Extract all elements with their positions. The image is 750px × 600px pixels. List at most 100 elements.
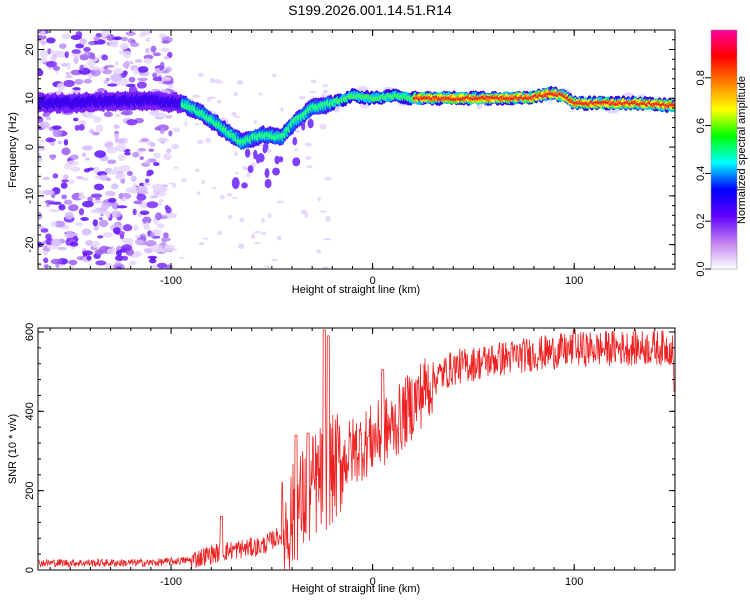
noise-blob (132, 208, 137, 216)
faint-blob (196, 139, 204, 145)
noise-blob (162, 232, 169, 238)
noise-blob (81, 145, 93, 151)
noise-blob (61, 62, 68, 67)
noise-blob (39, 57, 48, 63)
noise-blob (95, 260, 107, 266)
faint-blob (242, 166, 248, 171)
noise-blob (92, 199, 103, 204)
faint-blob (178, 256, 186, 259)
faint-blob (325, 215, 331, 222)
ridge-drip (264, 168, 270, 179)
noise-blob (144, 178, 150, 183)
faint-blob (205, 137, 212, 144)
noise-blob (149, 232, 155, 238)
noise-blob (155, 185, 164, 192)
colorbar-frame (710, 29, 738, 270)
noise-blob (101, 69, 113, 75)
faint-blob (294, 148, 299, 151)
bottom-y-tick-label: 600 (24, 323, 36, 341)
noise-blob (109, 39, 119, 48)
noise-blob (73, 56, 79, 65)
noise-blob (50, 238, 62, 247)
noise-blob (144, 47, 150, 54)
bottom-y-axis-label: SNR (10 * v/v) (7, 414, 19, 484)
noise-blob (155, 112, 167, 118)
noise-blob (107, 159, 117, 164)
noise-blob (51, 125, 62, 130)
noise-blob (83, 46, 91, 52)
noise-blob (132, 151, 140, 158)
noise-blob (111, 183, 119, 190)
top-y-tick-label: -20 (24, 237, 36, 253)
noise-blob (52, 65, 61, 71)
faint-blob (219, 194, 226, 200)
faint-blob (231, 111, 237, 117)
faint-blob (280, 107, 284, 112)
noise-blob (161, 76, 172, 82)
noise-blob (79, 64, 85, 71)
faint-blob (276, 200, 285, 203)
noise-blob (125, 83, 136, 88)
noise-blob (72, 87, 81, 91)
noise-blob (44, 200, 55, 204)
faint-blob (181, 178, 187, 183)
noise-blob (46, 37, 56, 44)
noise-blob (38, 116, 44, 124)
noise-blob (126, 171, 133, 176)
noise-blob (143, 181, 152, 187)
faint-blob (169, 248, 178, 252)
noise-blob (43, 189, 55, 196)
noise-blob (40, 228, 49, 233)
noise-blob (121, 244, 133, 251)
noise-blob (93, 175, 101, 180)
noise-blob (66, 61, 71, 70)
noise-blob (114, 36, 123, 41)
top-x-axis-label: Height of straight line (km) (292, 284, 420, 296)
noise-blob (61, 147, 71, 156)
ridge-drip (272, 167, 280, 176)
noise-blob (143, 57, 153, 64)
noise-blob (143, 248, 154, 254)
noise-blob (153, 152, 161, 159)
noise-blob (152, 52, 161, 57)
noise-blob (93, 116, 102, 123)
faint-blob (306, 165, 313, 169)
noise-blob (144, 222, 150, 229)
faint-blob (184, 121, 188, 126)
noise-blob (156, 262, 168, 269)
noise-blob (103, 80, 109, 84)
noise-blob (166, 148, 172, 154)
noise-blob (150, 257, 156, 261)
faint-blob (172, 184, 177, 188)
noise-blob (71, 49, 81, 54)
faint-blob (198, 242, 205, 246)
noise-blob (106, 146, 118, 154)
noise-blob (53, 220, 66, 228)
noise-blob (108, 197, 117, 203)
noise-blob (64, 231, 76, 239)
faint-blob (192, 94, 201, 98)
noise-blob (168, 84, 174, 89)
noise-blob (65, 71, 71, 76)
faint-blob (236, 79, 244, 85)
noise-blob (43, 250, 49, 256)
ridge-drip (264, 178, 272, 189)
faint-blob (316, 249, 322, 254)
noise-blob (89, 68, 101, 77)
faint-blob (233, 151, 238, 157)
noise-blob (39, 121, 50, 129)
noise-blob (42, 112, 50, 118)
noise-blob (57, 140, 63, 145)
top-x-tick-label: -100 (160, 275, 182, 287)
noise-blob (98, 217, 103, 221)
noise-blob (140, 138, 150, 142)
faint-blob (196, 191, 201, 195)
noise-blob (97, 235, 104, 239)
noise-blob (65, 75, 73, 79)
noise-blob (133, 250, 142, 257)
faint-blob (317, 196, 321, 202)
noise-blob (145, 239, 157, 247)
noise-blob (112, 68, 124, 75)
spectrogram-frame (37, 29, 676, 270)
